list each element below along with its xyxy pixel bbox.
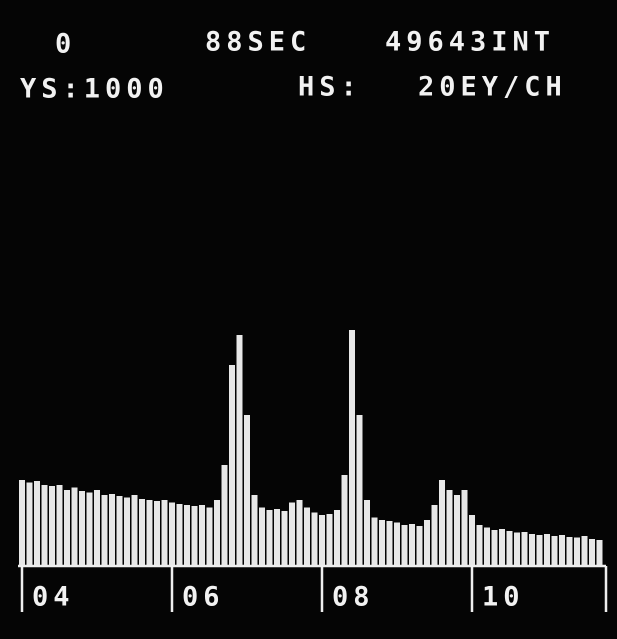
bar [379, 520, 385, 565]
bar [214, 500, 220, 565]
bar [282, 511, 288, 565]
bar [499, 529, 505, 565]
hs-label: HS: [298, 72, 362, 103]
bar [169, 503, 175, 566]
bar [42, 485, 48, 565]
bar [552, 536, 558, 565]
bar [109, 494, 115, 565]
live-time: 88SEC [205, 27, 311, 58]
bar [132, 495, 138, 565]
bar [417, 526, 423, 565]
analyzer-screen: 0 88SEC 49643INT YS:1000 HS: 20EY/CH 04 0… [0, 0, 617, 639]
x-tick-label: 08 [332, 582, 375, 613]
bar [507, 531, 513, 565]
bar [312, 513, 318, 566]
bar [154, 501, 160, 565]
horizontal-scale: 20EY/CH [418, 72, 567, 103]
bar [207, 508, 213, 566]
bar [342, 475, 348, 565]
bar [304, 508, 310, 566]
bar [87, 493, 93, 566]
bar [49, 486, 55, 565]
bar [582, 536, 588, 565]
channel: 0 [55, 29, 76, 60]
bar [357, 415, 363, 565]
bar [27, 483, 33, 566]
bar [597, 540, 603, 565]
bar [454, 495, 460, 565]
bar [19, 480, 25, 565]
bar [484, 528, 490, 566]
bar [222, 465, 228, 565]
bar [349, 330, 355, 565]
bar [177, 504, 183, 565]
bar [192, 506, 198, 565]
bar [567, 537, 573, 565]
bar [559, 535, 565, 565]
bar [574, 538, 580, 566]
vertical-scale: YS:1000 [20, 74, 169, 105]
bar [34, 481, 40, 565]
bar [139, 499, 145, 565]
bar [289, 503, 295, 566]
bar [162, 500, 168, 565]
bar [79, 491, 85, 565]
bar [147, 500, 153, 565]
bar [432, 505, 438, 565]
x-tick-label: 06 [182, 582, 225, 613]
bar [94, 490, 100, 565]
x-tick-label: 04 [32, 582, 75, 613]
bar [199, 505, 205, 565]
bar [424, 520, 430, 565]
bar [537, 535, 543, 565]
bar [462, 490, 468, 565]
bar [589, 539, 595, 565]
bar [64, 490, 70, 565]
bar [237, 335, 243, 565]
bar [372, 518, 378, 566]
bar [529, 534, 535, 565]
bar [102, 495, 108, 565]
bar [394, 523, 400, 566]
bar [334, 510, 340, 565]
bar [492, 530, 498, 565]
bar [544, 534, 550, 565]
bar [252, 495, 258, 565]
bar [447, 490, 453, 565]
bar [439, 480, 445, 565]
bar [319, 515, 325, 565]
bar [244, 415, 250, 565]
bar [522, 532, 528, 565]
bar [387, 521, 393, 565]
bar [364, 500, 370, 565]
bar [402, 525, 408, 565]
bar [477, 525, 483, 565]
bar [469, 515, 475, 565]
bar [117, 496, 123, 565]
x-tick-label: 10 [482, 582, 525, 613]
bar [409, 524, 415, 565]
bar [267, 510, 273, 565]
bar [259, 508, 265, 566]
bar [327, 514, 333, 565]
bar [274, 509, 280, 565]
bar [514, 533, 520, 566]
bar [229, 365, 235, 565]
integral: 49643INT [385, 27, 555, 58]
bar [72, 488, 78, 566]
bar [297, 500, 303, 565]
bar [57, 485, 63, 565]
bar [184, 505, 190, 565]
bar [124, 498, 130, 566]
